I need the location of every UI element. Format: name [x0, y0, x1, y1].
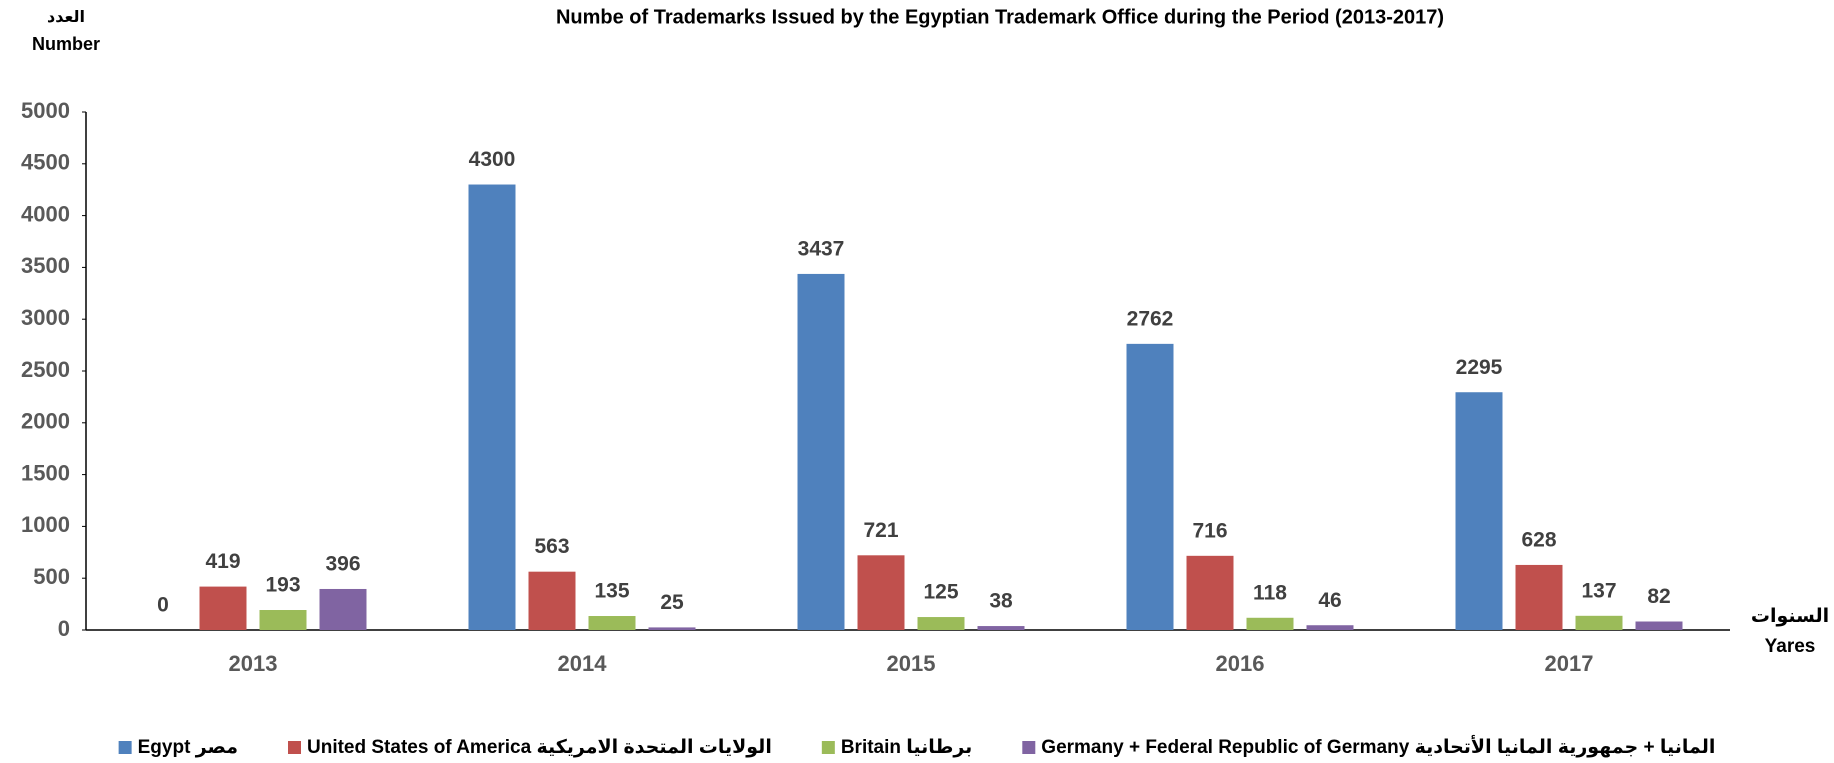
data-label: 118 [1253, 581, 1287, 604]
x-axis-label: Yares [1765, 636, 1816, 657]
y-tick-label: 3000 [21, 305, 70, 330]
bar [797, 273, 845, 630]
data-label: 563 [534, 535, 569, 558]
legend-label: Egypt مصر [138, 737, 238, 758]
y-tick-label: 5000 [21, 98, 70, 123]
data-label: 716 [1192, 519, 1227, 542]
data-label: 38 [989, 590, 1013, 613]
data-label: 125 [923, 581, 958, 604]
data-label: 396 [325, 553, 360, 576]
bar [259, 610, 307, 630]
bar [588, 616, 636, 630]
legend-label: Britain برطانيا [841, 737, 972, 758]
bar [917, 617, 965, 630]
y-axis-label: Number [32, 34, 100, 54]
bar [977, 626, 1025, 630]
bar [468, 184, 516, 630]
y-tick-label: 1500 [21, 460, 70, 485]
y-tick-label: 1000 [21, 512, 70, 537]
legend-label: United States of America الولايات المتحد… [307, 737, 772, 758]
legend-swatch [288, 741, 301, 754]
bar [1635, 621, 1683, 630]
bar [1515, 564, 1563, 630]
x-tick-label: 2017 [1545, 651, 1594, 676]
bar [528, 571, 576, 630]
bar [1186, 555, 1234, 630]
data-label: 2762 [1127, 307, 1174, 330]
x-tick-label: 2015 [887, 651, 936, 676]
y-tick-label: 4500 [21, 150, 70, 175]
bar [648, 627, 696, 630]
data-label: 628 [1521, 528, 1556, 551]
data-label: 46 [1318, 589, 1341, 612]
x-tick-label: 2016 [1216, 651, 1265, 676]
data-label: 2295 [1456, 356, 1503, 379]
bar [199, 586, 247, 630]
data-label: 135 [594, 580, 629, 603]
data-label: 3437 [798, 237, 845, 260]
data-label: 721 [863, 519, 898, 542]
bar [319, 588, 367, 630]
bar [1246, 617, 1294, 630]
data-label: 137 [1581, 579, 1616, 602]
bar [1455, 392, 1503, 630]
data-label: 25 [660, 591, 684, 614]
data-label: 82 [1647, 585, 1670, 608]
x-tick-label: 2014 [558, 651, 608, 676]
bar [1126, 343, 1174, 630]
legend-swatch [1022, 741, 1036, 754]
y-tick-label: 3500 [21, 253, 70, 278]
legend-swatch [118, 741, 132, 754]
y-tick-label: 2000 [21, 409, 70, 434]
y-tick-label: 0 [58, 616, 70, 641]
legend-label: Germany + Federal Republic of Germany ال… [1041, 735, 1715, 758]
y-tick-label: 2500 [21, 357, 70, 382]
x-tick-label: 2013 [229, 651, 278, 676]
bar [1575, 615, 1623, 630]
x-axis-label: السنوات [1751, 606, 1829, 627]
y-tick-label: 500 [33, 564, 70, 589]
chart-title: Numbe of Trademarks Issued by the Egypti… [556, 6, 1444, 28]
y-tick-label: 4000 [21, 201, 70, 226]
y-axis-label: العدد [47, 9, 85, 26]
bar [1306, 625, 1354, 630]
data-label: 4300 [469, 148, 516, 171]
legend-swatch [821, 741, 835, 754]
bar [857, 555, 905, 630]
data-label: 0 [157, 594, 169, 617]
data-label: 419 [205, 550, 240, 573]
data-label: 193 [265, 574, 300, 597]
